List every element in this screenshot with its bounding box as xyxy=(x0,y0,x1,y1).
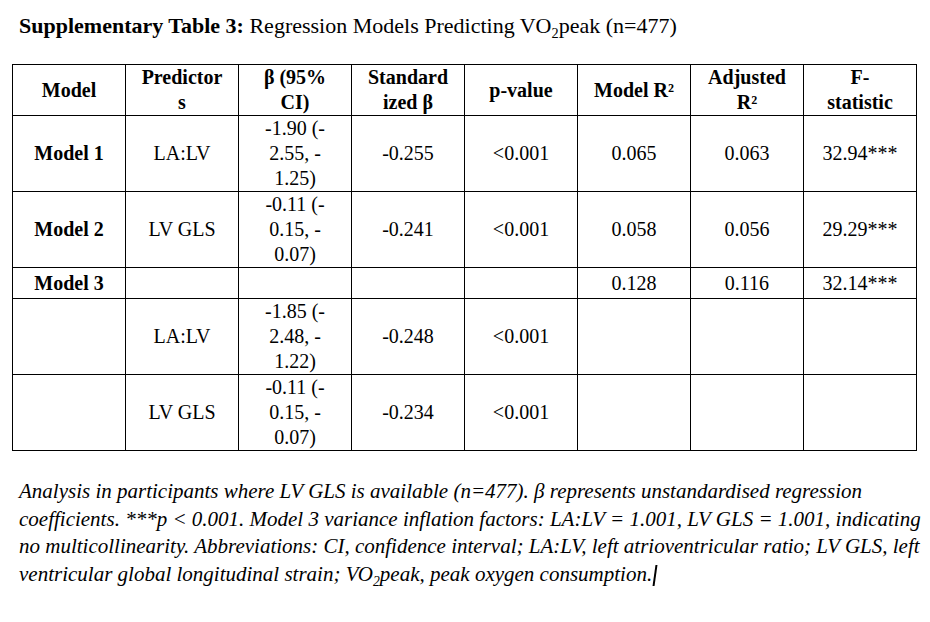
table-cell xyxy=(126,268,239,299)
table-cell xyxy=(352,268,465,299)
table-cell: LV GLS xyxy=(126,375,239,451)
header-p-value: p-value xyxy=(465,65,578,116)
table-cell: 0.116 xyxy=(691,268,804,299)
document-page[interactable]: Supplementary Table 3: Regression Models… xyxy=(0,0,930,622)
footnote-text-end: peak, peak oxygen consumption. xyxy=(380,562,652,586)
table-title-label: Supplementary Table 3: xyxy=(19,13,244,38)
table-cell: 29.29*** xyxy=(804,192,917,268)
table-cell: LA:LV xyxy=(126,116,239,192)
table-cell xyxy=(239,268,352,299)
table-cell: -1.85 (- 2.48, - 1.22) xyxy=(239,299,352,375)
table-cell: LA:LV xyxy=(126,299,239,375)
table-cell: <0.001 xyxy=(465,116,578,192)
table-cell xyxy=(691,299,804,375)
table-title-text-end: peak (n=477) xyxy=(559,13,677,38)
text-cursor xyxy=(653,565,658,586)
table-cell: 0.065 xyxy=(578,116,691,192)
table-cell xyxy=(13,299,126,375)
header-adjusted-r2: Adjusted R² xyxy=(691,65,804,116)
table-cell: 32.94*** xyxy=(804,116,917,192)
table-cell xyxy=(578,375,691,451)
table-cell: 0.128 xyxy=(578,268,691,299)
footnote-subscript: 2 xyxy=(373,574,380,589)
header-predictors: Predictor s xyxy=(126,65,239,116)
table-row-model-2: Model 2 LV GLS -0.11 (- 0.15, - 0.07) -0… xyxy=(13,192,917,268)
table-title-text: Regression Models Predicting VO xyxy=(244,13,552,38)
table-cell: <0.001 xyxy=(465,299,578,375)
table-header-row: Model Predictor s β (95% CI) Standard iz… xyxy=(13,65,917,116)
table-cell: 0.063 xyxy=(691,116,804,192)
table-footnote[interactable]: Analysis in participants where LV GLS is… xyxy=(19,478,925,588)
table-cell xyxy=(804,375,917,451)
table-cell xyxy=(465,268,578,299)
table-cell: -0.241 xyxy=(352,192,465,268)
table-cell: LV GLS xyxy=(126,192,239,268)
header-model-r2: Model R² xyxy=(578,65,691,116)
header-model: Model xyxy=(13,65,126,116)
table-cell: <0.001 xyxy=(465,192,578,268)
table-cell: Model 1 xyxy=(13,116,126,192)
table-cell: -0.234 xyxy=(352,375,465,451)
table-title: Supplementary Table 3: Regression Models… xyxy=(19,12,918,40)
table-row-model-3-lalv: LA:LV -1.85 (- 2.48, - 1.22) -0.248 <0.0… xyxy=(13,299,917,375)
table-cell: Model 2 xyxy=(13,192,126,268)
table-cell: -1.90 (- 2.55, - 1.25) xyxy=(239,116,352,192)
regression-table: Model Predictor s β (95% CI) Standard iz… xyxy=(12,64,917,451)
table-cell xyxy=(578,299,691,375)
header-f-statistic: F- statistic xyxy=(804,65,917,116)
table-row-model-3-lvgls: LV GLS -0.11 (- 0.15, - 0.07) -0.234 <0.… xyxy=(13,375,917,451)
table-cell: -0.255 xyxy=(352,116,465,192)
table-cell: <0.001 xyxy=(465,375,578,451)
table-title-subscript: 2 xyxy=(552,25,559,41)
table-row-model-1: Model 1 LA:LV -1.90 (- 2.55, - 1.25) -0.… xyxy=(13,116,917,192)
header-beta-ci: β (95% CI) xyxy=(239,65,352,116)
table-cell xyxy=(691,375,804,451)
table-cell: -0.11 (- 0.15, - 0.07) xyxy=(239,192,352,268)
table-row-model-3: Model 3 0.128 0.116 32.14*** xyxy=(13,268,917,299)
table-cell: -0.11 (- 0.15, - 0.07) xyxy=(239,375,352,451)
table-cell: 0.058 xyxy=(578,192,691,268)
table-cell xyxy=(13,375,126,451)
table-cell: -0.248 xyxy=(352,299,465,375)
header-standardized-beta: Standard ized β xyxy=(352,65,465,116)
table-cell: 0.056 xyxy=(691,192,804,268)
table-cell xyxy=(804,299,917,375)
table-cell: 32.14*** xyxy=(804,268,917,299)
table-cell: Model 3 xyxy=(13,268,126,299)
